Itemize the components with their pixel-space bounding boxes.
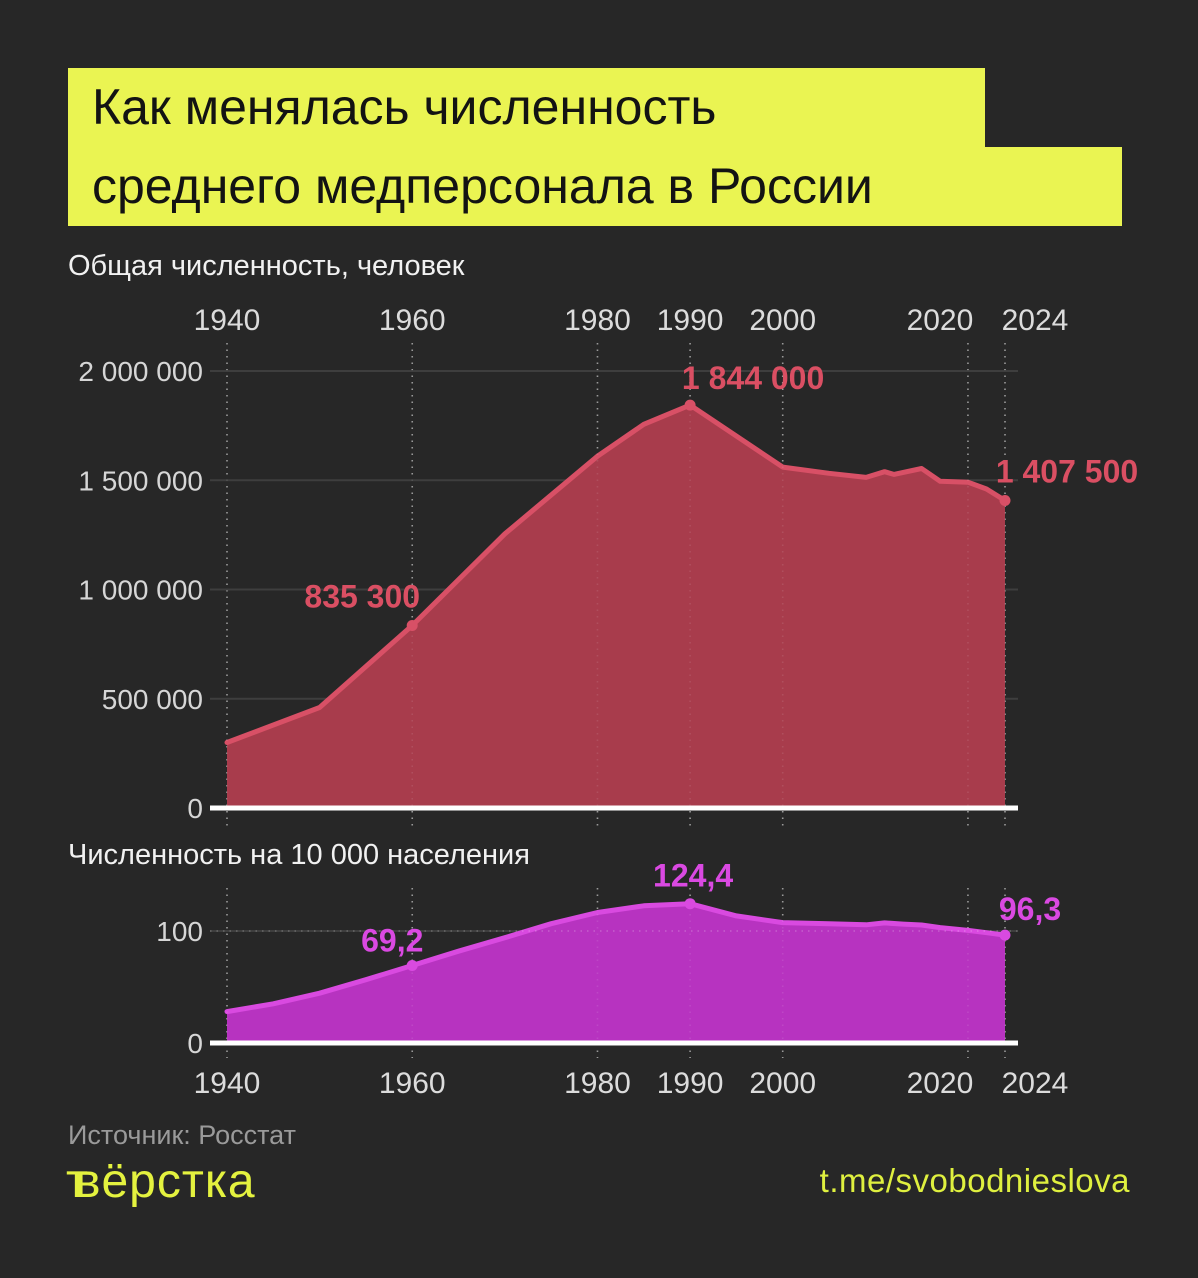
area-fill [227, 903, 1005, 1043]
area-fill [227, 405, 1005, 808]
x-tick-label: 2024 [1002, 304, 1069, 337]
data-point-marker [406, 620, 418, 631]
y-tick-label: 0 [187, 1028, 203, 1059]
data-point-marker [999, 495, 1011, 506]
x-tick-label: 1990 [657, 1067, 724, 1100]
x-tick-label: 1980 [564, 304, 631, 337]
page-title-line-1: Как менялась численность [68, 68, 985, 147]
x-tick-label: 2020 [907, 304, 974, 337]
y-tick-label: 1 000 000 [78, 575, 203, 606]
x-tick-label: 1940 [194, 1067, 261, 1100]
logo-wordmark: вёрстка [74, 1155, 256, 1208]
y-tick-label: 100 [156, 916, 203, 947]
y-tick-label: 0 [187, 793, 203, 824]
value-annotation: 1 844 000 [682, 360, 824, 396]
value-annotation: 1 407 500 [996, 453, 1138, 489]
verstka-logo: твёрстка [66, 1154, 256, 1209]
value-annotation: 69,2 [361, 922, 423, 958]
chart-1-subtitle: Общая численность, человек [68, 250, 465, 282]
telegram-handle: t.me/svobodnieslova [819, 1162, 1130, 1199]
x-tick-label: 1960 [379, 304, 446, 337]
page-title-line-2: среднего медперсонала в России [68, 147, 1122, 226]
value-annotation: 124,4 [653, 858, 733, 894]
title-block: Как менялась численность среднего медпер… [68, 68, 1122, 226]
data-point-marker [684, 898, 696, 910]
chart-2-subtitle: Численность на 10 000 населения [68, 839, 530, 871]
x-axis-baseline [210, 1040, 1018, 1046]
x-tick-label: 2020 [907, 1067, 974, 1100]
x-tick-label: 1990 [657, 304, 724, 337]
x-axis-baseline [210, 805, 1018, 811]
x-tick-label: 2024 [1002, 1067, 1069, 1100]
series-line [224, 901, 1008, 1015]
x-tick-label: 2000 [749, 1067, 816, 1100]
x-tick-label: 1960 [379, 1067, 446, 1100]
value-annotation: 96,3 [999, 891, 1061, 927]
data-point-marker [999, 929, 1011, 941]
value-annotation: 835 300 [304, 578, 420, 614]
x-tick-label: 2000 [749, 304, 816, 337]
y-tick-label: 500 000 [102, 684, 203, 715]
y-tick-label: 2 000 000 [78, 356, 203, 387]
data-point-marker [406, 960, 418, 971]
source-note: Источник: Росстат [68, 1120, 296, 1150]
x-tick-label: 1940 [194, 304, 261, 337]
logo-prefix-glyph: т [66, 1155, 89, 1208]
y-tick-label: 1 500 000 [78, 465, 203, 496]
data-point-marker [684, 399, 696, 411]
series-line [224, 402, 1008, 745]
x-tick-label: 1980 [564, 1067, 631, 1100]
